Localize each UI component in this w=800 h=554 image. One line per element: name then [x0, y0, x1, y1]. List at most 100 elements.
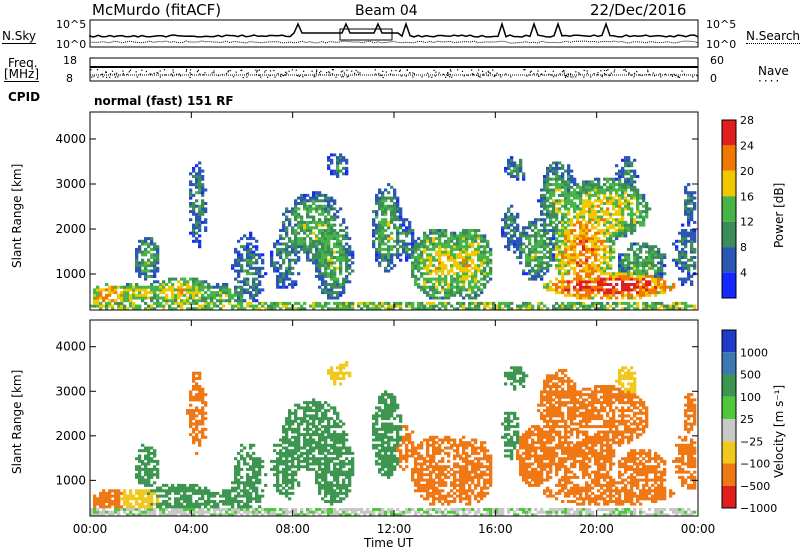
- power-cell: [660, 283, 664, 286]
- velocity-cell: [162, 508, 166, 511]
- power-cell: [642, 218, 646, 222]
- power-cell: [684, 188, 688, 192]
- power-cell: [615, 172, 619, 176]
- power-cell: [597, 280, 601, 284]
- power-cell: [138, 304, 142, 308]
- power-cell: [198, 161, 202, 165]
- velocity-cell: [249, 446, 253, 450]
- power-cell: [582, 188, 586, 192]
- power-cell: [381, 247, 385, 251]
- power-cell: [255, 258, 259, 262]
- power-cell: [147, 307, 151, 311]
- velocity-cell: [201, 491, 205, 495]
- power-cell: [627, 212, 631, 216]
- power-cell: [573, 250, 577, 254]
- power-cell: [201, 177, 205, 181]
- power-cell: [570, 177, 574, 181]
- power-cell: [306, 193, 310, 197]
- power-cell: [375, 229, 379, 232]
- power-cell: [597, 269, 601, 273]
- power-cell: [276, 301, 280, 305]
- power-cell: [396, 199, 400, 203]
- power-cell: [306, 247, 310, 251]
- power-cell: [333, 266, 337, 270]
- power-cell: [570, 218, 574, 222]
- power-cell: [384, 307, 388, 311]
- power-cell: [558, 193, 562, 197]
- power-cell: [303, 199, 307, 203]
- velocity-cell: [189, 419, 193, 423]
- power-cell: [651, 247, 655, 251]
- power-cell: [642, 245, 646, 249]
- power-cell: [291, 242, 295, 246]
- velocity-cell: [288, 465, 292, 469]
- power-cell: [285, 226, 289, 230]
- power-cell: [426, 258, 430, 262]
- power-cell: [480, 245, 484, 249]
- power-cell: [201, 283, 205, 286]
- power-cell: [513, 231, 517, 235]
- velocity-cell: [282, 467, 286, 471]
- velocity-cell: [240, 494, 244, 498]
- power-cell: [648, 283, 652, 286]
- power-cell: [636, 291, 640, 295]
- nave-point: [298, 75, 300, 77]
- power-cell: [276, 274, 280, 278]
- nave-point: [536, 73, 538, 75]
- power-cell: [582, 277, 586, 281]
- velocity-cell: [207, 510, 211, 514]
- velocity-cell: [252, 457, 256, 461]
- power-cell: [537, 304, 541, 308]
- power-cell: [618, 264, 622, 268]
- power-cell: [633, 258, 637, 262]
- velocity-cell: [234, 457, 238, 461]
- power-cell: [612, 199, 616, 203]
- nave-point: [227, 70, 230, 72]
- power-cell: [645, 285, 649, 289]
- power-cell: [465, 242, 469, 246]
- velocity-cell: [276, 513, 280, 517]
- power-cell: [414, 266, 418, 270]
- velocity-cell: [180, 502, 184, 506]
- power-cell: [237, 264, 241, 268]
- velocity-cell: [192, 489, 196, 493]
- power-cell: [318, 272, 322, 276]
- power-cell: [633, 242, 637, 246]
- power-cell: [669, 285, 673, 289]
- velocity-cell: [294, 441, 298, 445]
- power-cell: [204, 280, 208, 284]
- power-cell: [480, 291, 484, 295]
- power-cell: [312, 196, 316, 200]
- power-cell: [240, 299, 244, 303]
- power-cell: [144, 261, 148, 265]
- power-cell: [567, 234, 571, 238]
- power-cell: [576, 256, 580, 259]
- power-cell: [438, 301, 442, 305]
- power-cell: [255, 288, 259, 292]
- power-cell: [375, 210, 379, 214]
- velocity-cell: [246, 491, 250, 495]
- velocity-cell: [276, 478, 280, 482]
- power-cell: [675, 304, 679, 308]
- power-cell: [576, 274, 580, 278]
- power-cell: [591, 266, 595, 270]
- power-cell: [573, 207, 577, 211]
- power-cell: [294, 283, 298, 286]
- nave-point: [105, 71, 107, 73]
- power-cell: [288, 283, 292, 286]
- power-cell: [675, 245, 679, 249]
- power-cell: [543, 266, 547, 270]
- power-cell: [621, 291, 625, 295]
- power-cell: [147, 274, 151, 278]
- power-cell: [384, 196, 388, 200]
- power-cell: [543, 207, 547, 211]
- power-cell: [510, 215, 514, 219]
- power-cell: [570, 169, 574, 173]
- power-cell: [624, 301, 628, 305]
- power-cell: [549, 177, 553, 181]
- power-cell: [138, 293, 142, 297]
- power-cell: [249, 261, 253, 265]
- power-cell: [549, 223, 553, 227]
- power-cell: [576, 280, 580, 284]
- power-cell: [588, 266, 592, 270]
